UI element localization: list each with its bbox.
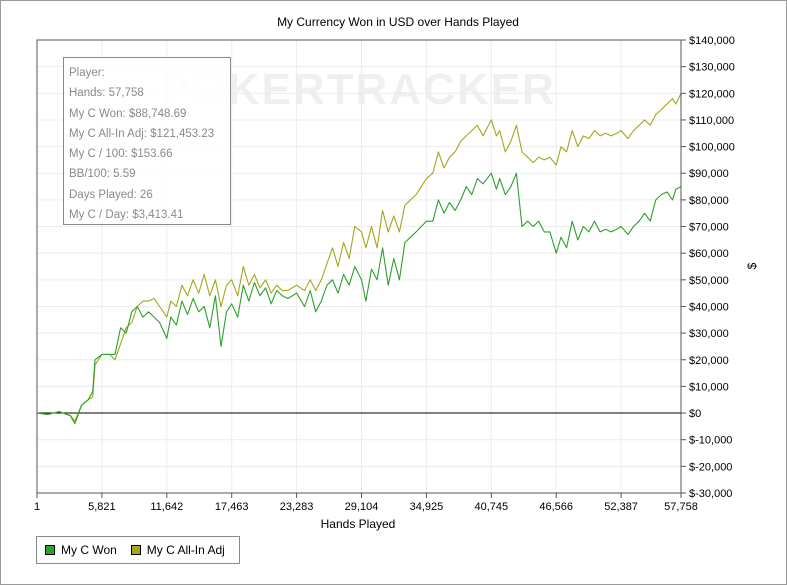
y-tick-label: $120,000 [689,88,735,100]
legend-swatch-allin [130,545,141,555]
legend-label-won: My C Won [61,543,117,557]
x-tick-label: 23,283 [280,501,314,513]
x-tick-label: 5,821 [88,501,116,513]
y-tick-label: $60,000 [689,248,729,260]
y-tick-label: $40,000 [689,301,729,313]
x-tick-label: 34,925 [410,501,444,513]
legend-item-won: My C Won [45,543,117,557]
y-tick-label: $-20,000 [689,461,732,473]
series-line-won [36,172,682,425]
y-tick-label: $90,000 [689,168,729,180]
stats-per-100: My C / 100: $153.66 [69,148,173,161]
series-line-allin [36,93,682,422]
y-tick-label: $0 [689,408,701,420]
stats-player: Player: [69,67,105,79]
stats-hands: Hands: 57,758 [69,87,144,100]
x-tick-label: 1 [34,501,40,513]
series-lines [36,93,682,425]
legend-label-allin: My C All-In Adj [146,543,225,557]
x-tick-label: 52,387 [604,501,638,513]
y-tick-label: $100,000 [689,142,735,154]
chart-legend: My C Won My C All-In Adj [36,536,240,564]
x-tick-label: 46,566 [539,501,573,513]
y-tick-label: $50,000 [689,275,729,287]
stats-per-day: My C / Day: $3,413.41 [69,209,184,222]
player-stats-box: Player: Hands: 57,758 My C Won: $88,748.… [63,57,231,225]
x-tick-label: 17,463 [215,501,249,513]
y-tick-label: $110,000 [689,115,734,127]
plot-area-border [36,39,682,494]
chart-title: My Currency Won in USD over Hands Played [277,15,519,29]
y-tick-label: $20,000 [689,355,729,367]
y-axis-ticks: $-30,000 $-20,000 $-10,000 $0 $10,000 $20,000… [681,35,735,500]
y-tick-label: $80,000 [689,195,729,207]
x-tick-label: 57,758 [664,501,698,513]
stats-won: My C Won: $88,748.69 [69,107,187,120]
stats-days-played: Days Played: 26 [69,188,153,201]
y-tick-label: $130,000 [689,62,735,74]
legend-item-allin: My C All-In Adj [130,543,225,557]
stats-bb-100: BB/100: 5.59 [69,168,136,181]
y-tick-label: $-10,000 [689,435,732,447]
y-tick-label: $-30,000 [689,488,732,500]
y-tick-label: $140,000 [689,35,735,47]
legend-swatch-won [45,545,55,555]
x-tick-label: 11,642 [150,501,183,513]
stats-allin-adj: My C All-In Adj: $121,453.23 [69,127,215,140]
x-axis-ticks: 1 5,821 11,642 17,463 23,283 29,104 34,925 40,7… [34,493,698,513]
y-tick-label: $70,000 [689,222,729,234]
y-axis-label: $ [745,262,759,269]
x-axis-label: Hands Played [321,517,396,531]
x-tick-label: 29,104 [345,501,379,513]
y-tick-label: $30,000 [689,328,729,340]
y-tick-label: $10,000 [689,381,729,393]
x-tick-label: 40,745 [474,501,508,513]
